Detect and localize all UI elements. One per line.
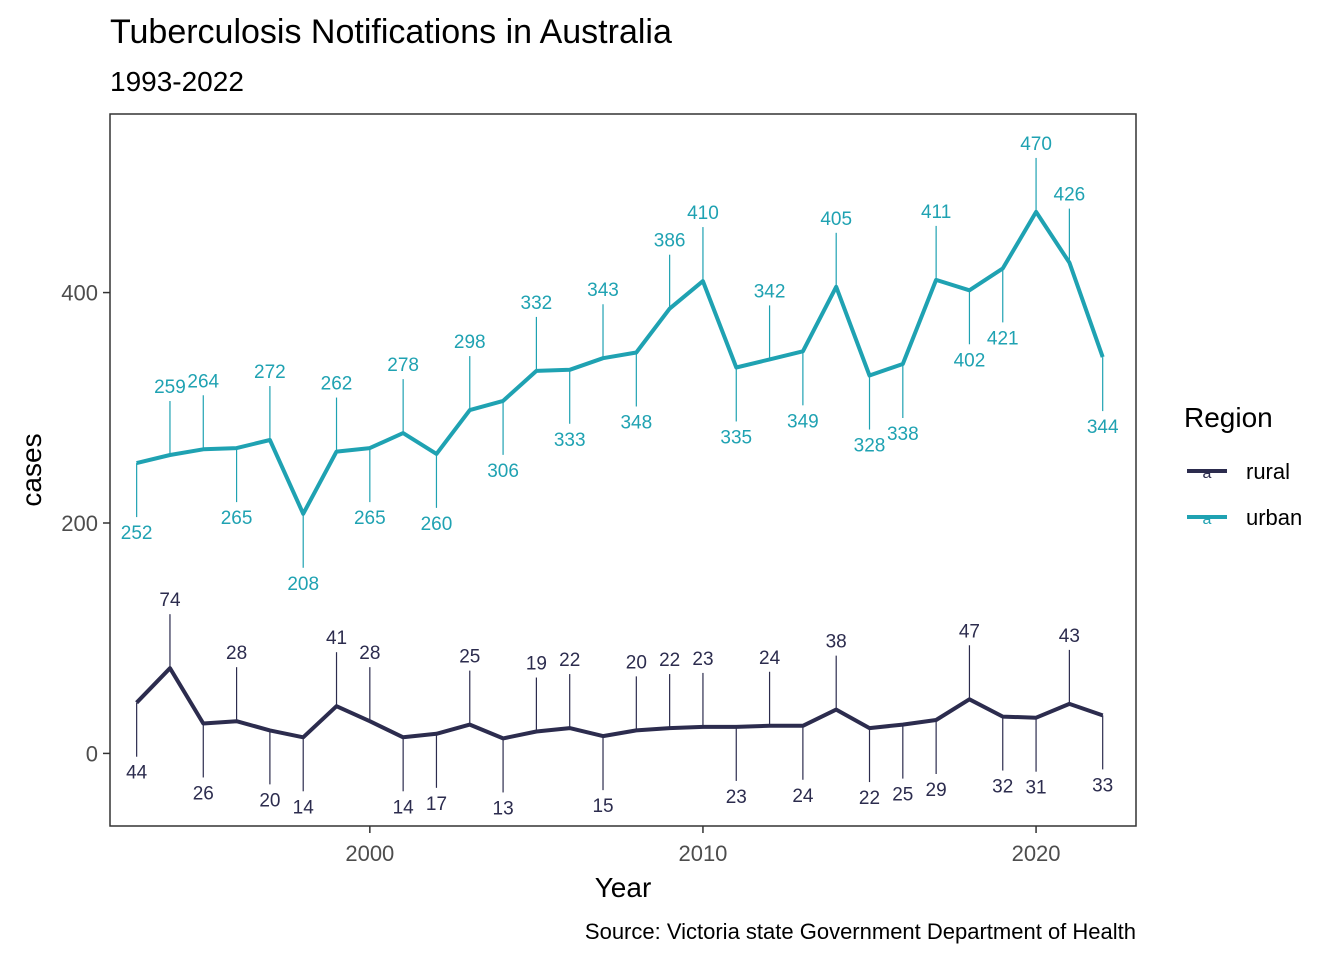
data-label: 17 bbox=[426, 794, 447, 815]
data-label: 402 bbox=[954, 350, 986, 371]
series-line-urban bbox=[136, 209, 1105, 516]
chart-title: Tuberculosis Notifications in Australia bbox=[110, 13, 672, 51]
data-label: 22 bbox=[559, 650, 580, 671]
data-label: 28 bbox=[359, 643, 380, 664]
x-axis: 2000 2010 2020 bbox=[345, 826, 1061, 866]
x-tick-label: 2000 bbox=[345, 841, 394, 866]
data-label: 405 bbox=[820, 209, 852, 230]
y-tick-label: 0 bbox=[86, 741, 98, 766]
x-axis-title: Year bbox=[595, 872, 652, 903]
data-label: 306 bbox=[487, 461, 519, 482]
data-label: 421 bbox=[987, 328, 1019, 349]
data-label: 41 bbox=[326, 628, 347, 649]
data-label: 348 bbox=[620, 412, 652, 433]
data-label: 28 bbox=[226, 643, 247, 664]
data-label: 338 bbox=[887, 424, 919, 445]
data-label: 333 bbox=[554, 430, 586, 451]
data-label: 15 bbox=[592, 796, 613, 817]
data-label: 342 bbox=[754, 281, 786, 302]
plot-panel bbox=[109, 113, 1137, 827]
data-label: 24 bbox=[792, 786, 814, 807]
data-label: 426 bbox=[1054, 185, 1086, 206]
data-label: 25 bbox=[459, 647, 480, 668]
data-label: 14 bbox=[293, 797, 315, 818]
data-label: 349 bbox=[787, 411, 819, 432]
data-label: 74 bbox=[159, 590, 181, 611]
x-tick-label: 2020 bbox=[1012, 841, 1061, 866]
y-axis: 0 200 400 bbox=[61, 281, 110, 766]
data-label: 470 bbox=[1020, 134, 1052, 155]
y-axis-title: cases bbox=[16, 433, 47, 506]
data-label: 386 bbox=[654, 231, 686, 252]
data-label: 43 bbox=[1059, 626, 1080, 647]
data-label: 38 bbox=[826, 632, 847, 653]
series-line-rural bbox=[135, 666, 1104, 741]
legend-title: Region bbox=[1184, 402, 1273, 433]
y-tick-label: 400 bbox=[61, 281, 98, 306]
series-rural: 44 74 26 28 20 14 41 28 14 17 25 13 19 22 15 20 22 23 23 24… bbox=[126, 590, 1113, 819]
data-label: 260 bbox=[421, 514, 453, 535]
data-label: 23 bbox=[692, 649, 713, 670]
data-label: 343 bbox=[587, 280, 619, 301]
legend-key-glyph: a bbox=[1203, 465, 1212, 482]
data-label: 44 bbox=[126, 763, 148, 784]
data-label: 264 bbox=[187, 371, 219, 392]
legend: Region a rural a urban bbox=[1184, 402, 1302, 530]
data-label: 344 bbox=[1087, 417, 1119, 438]
data-label: 259 bbox=[154, 377, 186, 398]
data-label: 13 bbox=[493, 798, 514, 819]
data-label: 298 bbox=[454, 332, 486, 353]
data-label: 33 bbox=[1092, 775, 1113, 796]
data-label: 411 bbox=[921, 202, 951, 223]
data-label: 262 bbox=[321, 374, 353, 395]
chart-subtitle: 1993-2022 bbox=[110, 66, 244, 97]
data-label: 22 bbox=[859, 788, 880, 809]
data-label: 14 bbox=[393, 797, 415, 818]
data-label: 208 bbox=[287, 574, 319, 595]
data-label: 265 bbox=[354, 508, 386, 529]
series-rural-labels: 44 74 26 28 20 14 41 28 14 17 25 13 19 22 15 20 22 23 23 24… bbox=[126, 590, 1113, 819]
legend-label-rural: rural bbox=[1246, 459, 1290, 484]
data-label: 272 bbox=[254, 362, 286, 383]
data-label: 26 bbox=[193, 783, 214, 804]
data-label: 24 bbox=[759, 648, 781, 669]
data-label: 29 bbox=[926, 780, 947, 801]
data-label: 32 bbox=[992, 777, 1013, 798]
data-label: 20 bbox=[626, 652, 647, 673]
series-urban: 252 259 264 265 272 208 262 265 278 260 298 306 332 3… bbox=[121, 134, 1119, 595]
data-label: 25 bbox=[892, 785, 913, 806]
y-tick-label: 200 bbox=[61, 511, 98, 536]
data-label: 19 bbox=[526, 654, 547, 675]
legend-label-urban: urban bbox=[1246, 505, 1302, 530]
data-label: 265 bbox=[221, 508, 253, 529]
data-label: 47 bbox=[959, 621, 980, 642]
data-label: 335 bbox=[720, 427, 752, 448]
data-label: 278 bbox=[387, 355, 419, 376]
series-urban-labels: 252 259 264 265 272 208 262 265 278 260 298 306 332 3… bbox=[121, 134, 1119, 595]
data-label: 20 bbox=[259, 790, 280, 811]
data-label: 31 bbox=[1025, 778, 1046, 799]
data-label: 332 bbox=[521, 293, 553, 314]
legend-key-glyph: a bbox=[1203, 511, 1212, 528]
data-label: 328 bbox=[854, 436, 886, 457]
data-label: 410 bbox=[687, 203, 719, 224]
data-label: 252 bbox=[121, 523, 153, 544]
data-label: 23 bbox=[726, 787, 747, 808]
series-layer: 44 74 26 28 20 14 41 28 14 17 25 13 19 22 15 20 22 23 23 24… bbox=[121, 134, 1119, 820]
chart-caption: Source: Victoria state Government Depart… bbox=[585, 919, 1136, 944]
data-label: 22 bbox=[659, 650, 680, 671]
x-tick-label: 2010 bbox=[678, 841, 727, 866]
